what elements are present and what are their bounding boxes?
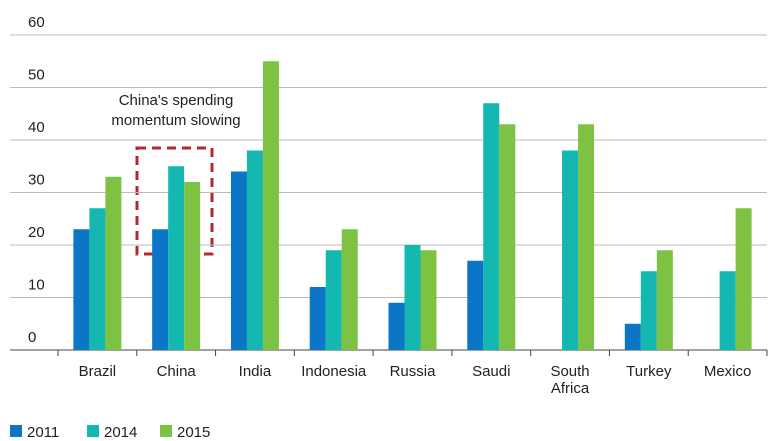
legend-swatch — [87, 425, 99, 437]
bar — [89, 208, 106, 350]
bar — [640, 271, 657, 350]
legend-label: 2014 — [104, 424, 137, 441]
bar — [230, 171, 247, 350]
bar — [578, 124, 595, 350]
bar — [483, 103, 500, 350]
y-tick-label: 40 — [28, 119, 45, 136]
x-tick-label: Brazil — [79, 363, 117, 380]
bar — [105, 176, 122, 350]
bar — [184, 182, 201, 350]
legend-label: 2015 — [177, 424, 210, 441]
annotation: momentum slowing — [111, 112, 240, 129]
bar — [341, 229, 358, 350]
bar — [309, 287, 326, 350]
bar — [152, 229, 169, 350]
legend-swatch — [10, 425, 22, 437]
bar — [246, 150, 263, 350]
bar — [73, 229, 90, 350]
bar — [719, 271, 736, 350]
x-tick-label: Turkey — [626, 363, 672, 380]
y-tick-label: 10 — [28, 277, 45, 294]
x-tick-label: Saudi — [472, 363, 510, 380]
bar — [735, 208, 752, 350]
bar — [499, 124, 516, 350]
x-tick-label: Russia — [390, 363, 437, 380]
x-tick-label: China — [157, 363, 197, 380]
x-tick-label: Indonesia — [301, 363, 367, 380]
y-tick-label: 60 — [28, 14, 45, 31]
legend-swatch — [160, 425, 172, 437]
legend-label: 2011 — [27, 424, 59, 441]
bar — [467, 260, 484, 350]
x-tick-label: Mexico — [704, 363, 752, 380]
y-tick-label: 0 — [28, 329, 36, 346]
bar — [562, 150, 579, 350]
x-tick-label: India — [239, 363, 272, 380]
bar — [624, 323, 641, 350]
bar — [262, 61, 279, 350]
annotation: China's spending — [119, 92, 234, 109]
y-tick-label: 30 — [28, 172, 45, 189]
bar — [420, 250, 437, 350]
bar — [325, 250, 342, 350]
bar — [388, 302, 405, 350]
y-tick-label: 50 — [28, 67, 45, 84]
bar — [656, 250, 673, 350]
bar — [168, 166, 185, 350]
y-tick-label: 20 — [28, 224, 45, 241]
x-tick-label: South Africa — [550, 363, 589, 397]
bar — [404, 245, 421, 350]
